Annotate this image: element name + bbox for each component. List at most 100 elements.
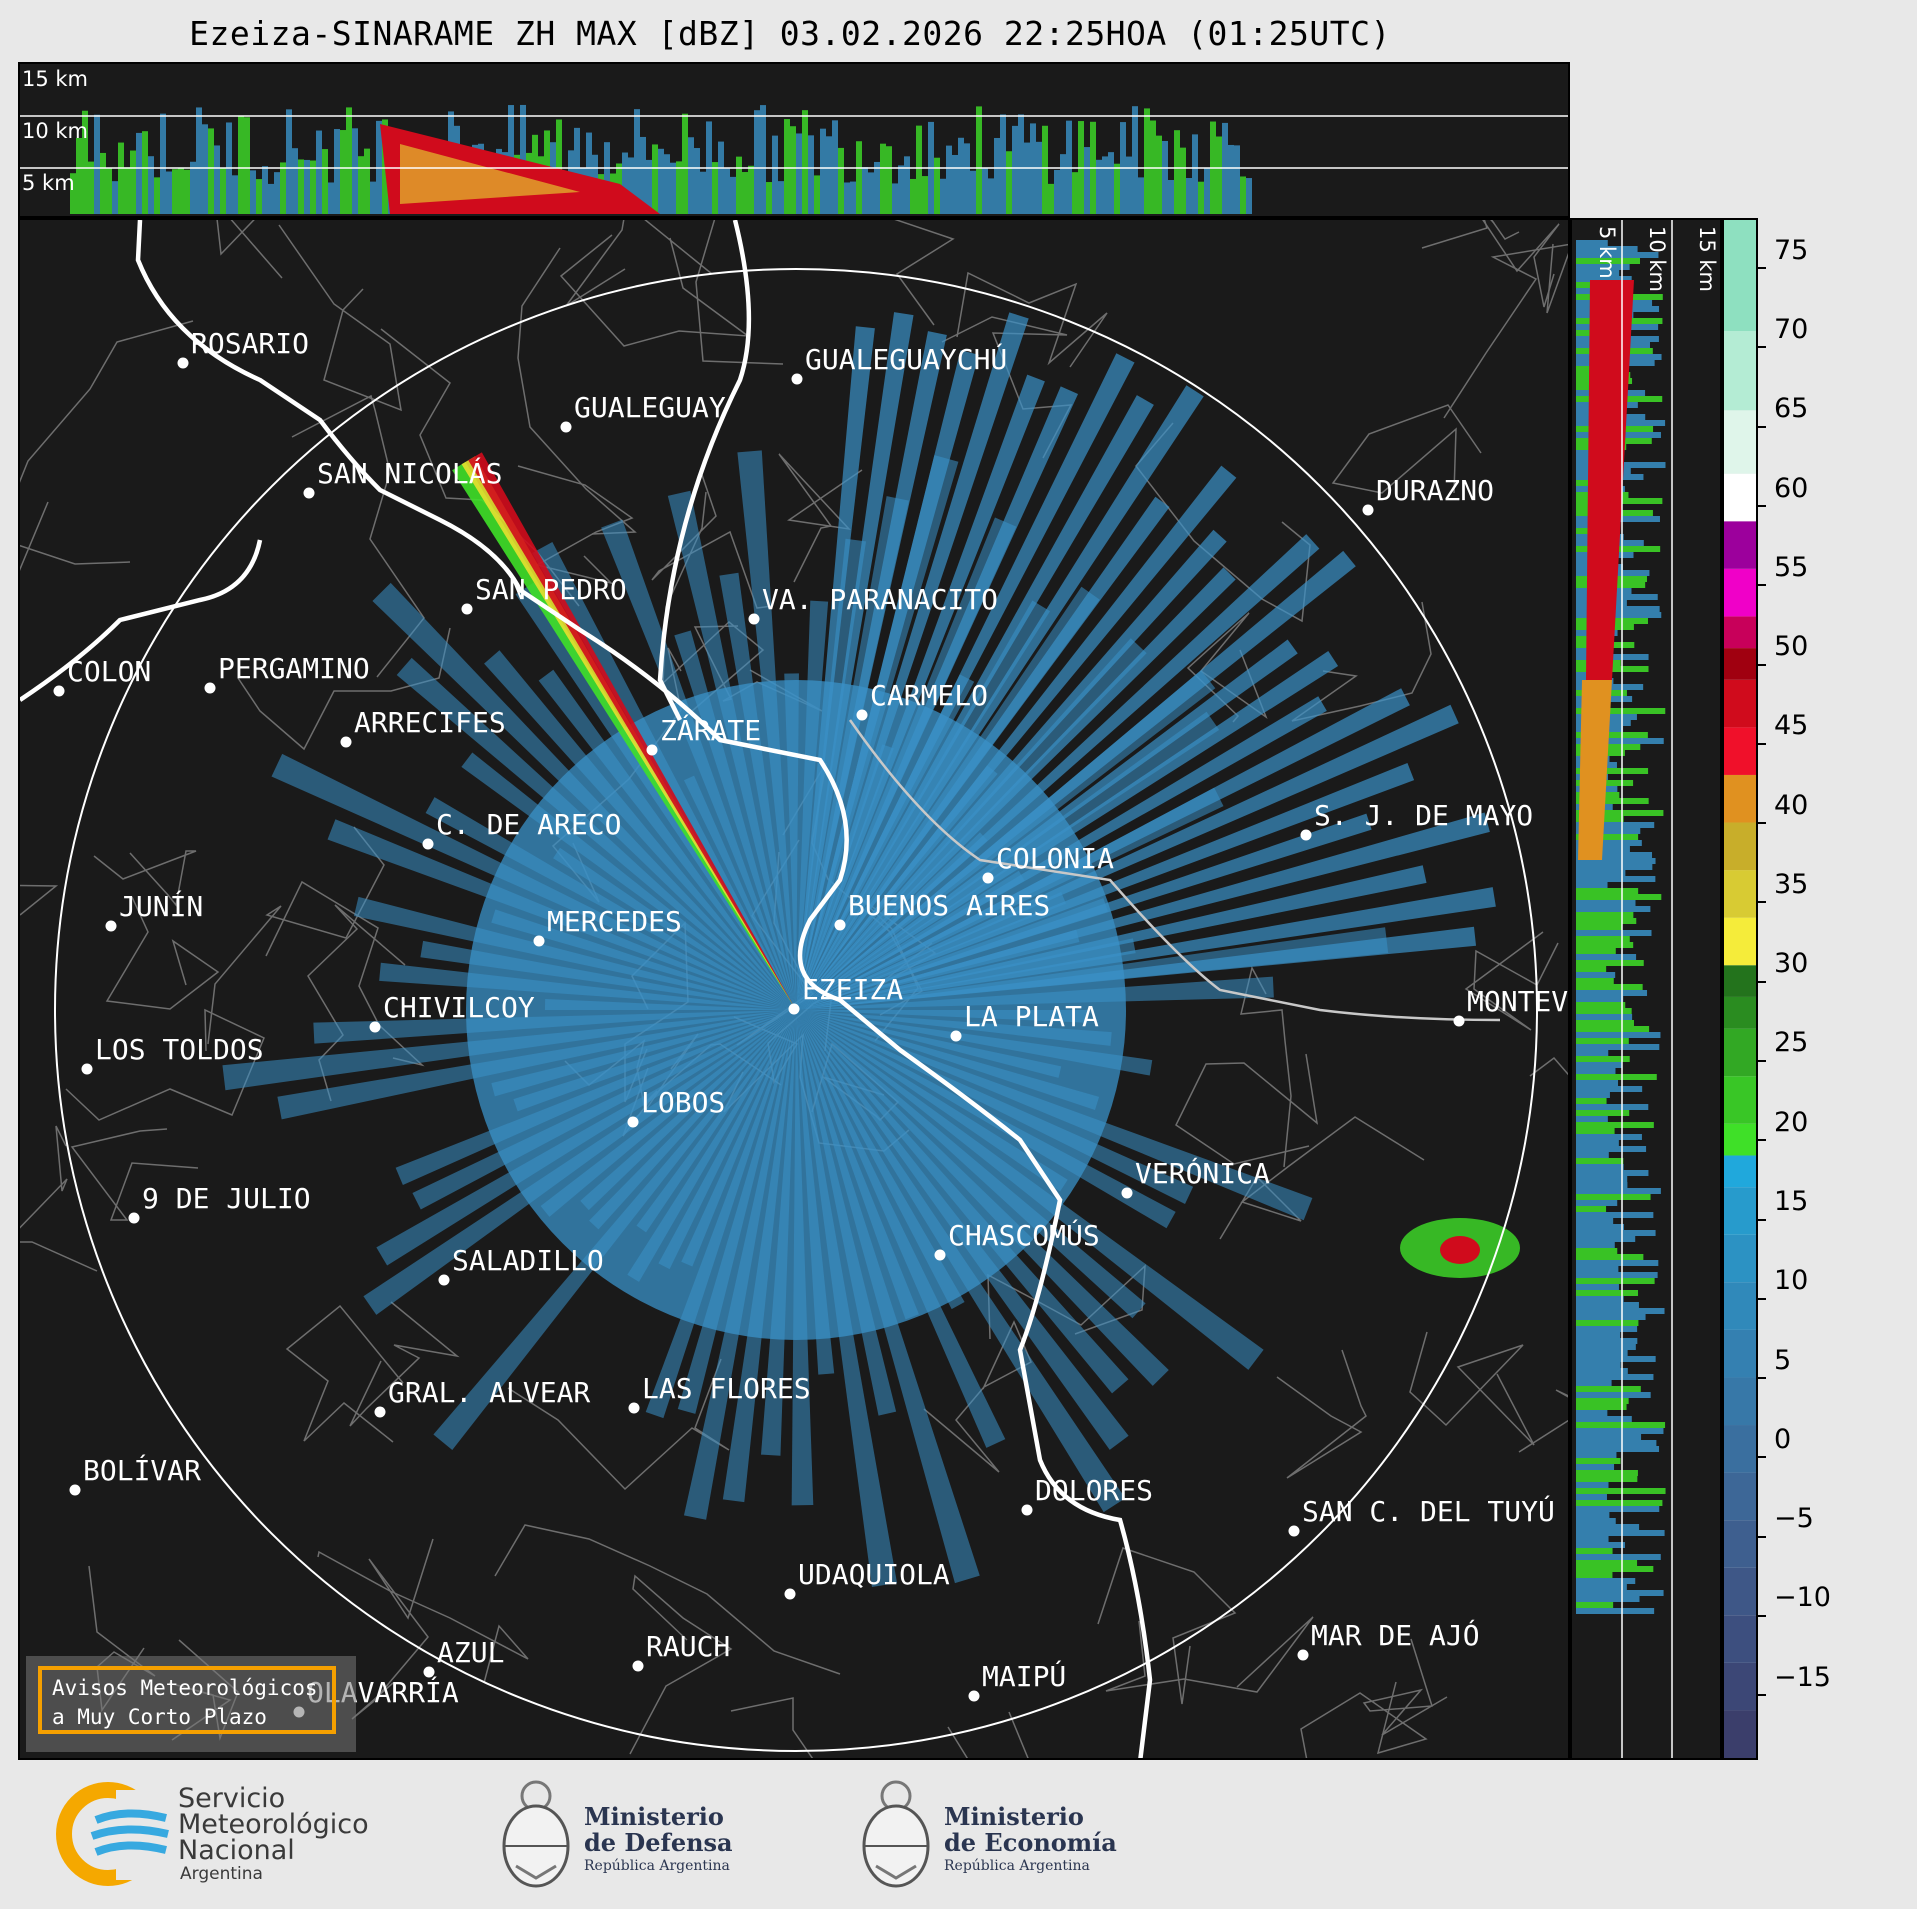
city-label: C. DE ARECO [436, 808, 621, 841]
colorbar-tick: 75 [1758, 235, 1808, 283]
city-label: EZEIZA [802, 973, 903, 1006]
city-label: S. J. DE MAYO [1314, 799, 1533, 832]
city-label: MAIPÚ [982, 1659, 1066, 1693]
city-dot-5 [461, 603, 473, 615]
city-dot-8 [204, 682, 216, 694]
economia-line-2: de Economía [944, 1828, 1117, 1857]
city-label: BOLÍVAR [83, 1453, 201, 1487]
city-label: SAN C. DEL TUYÚ [1302, 1494, 1555, 1528]
city-dot-2 [560, 421, 572, 433]
city-label: LA PLATA [964, 1000, 1099, 1033]
city-label: GRAL. ALVEAR [388, 1376, 590, 1409]
city-dot-7 [53, 685, 65, 697]
colorbar-tick: 65 [1758, 393, 1808, 441]
city-label: COLONIA [996, 842, 1114, 875]
city-label: 9 DE JULIO [142, 1182, 311, 1215]
city-dot-34 [1297, 1649, 1309, 1661]
city-label: SALADILLO [452, 1244, 604, 1277]
smn-logo-icon [56, 1782, 176, 1886]
city-label: JUNÍN [119, 889, 203, 923]
city-label: CARMELO [870, 679, 988, 712]
city-dot-32 [1288, 1525, 1300, 1537]
smn-line-3: Nacional [178, 1835, 295, 1866]
city-label: CHASCOMÚS [948, 1218, 1100, 1252]
city-dot-22 [81, 1063, 93, 1075]
city-label: GUALEGUAYCHÚ [805, 342, 1007, 376]
city-dot-24 [1121, 1187, 1133, 1199]
side-height-label-5km: 5 km [1595, 226, 1619, 279]
colorbar-tick: 35 [1758, 869, 1808, 917]
radar-map[interactable]: ROSARIO GUALEGUAYCHÚ GUALEGUAY SAN NICOLÁS D… [18, 218, 1570, 1760]
city-dot-36 [632, 1660, 644, 1672]
economia-logo-text: Ministerio de Economía República Argenti… [944, 1804, 1117, 1876]
city-dot-16 [105, 920, 117, 932]
colorbar-ticks: 75 70 65 60 55 50 45 40 35 30 25 20 15 10 5 0 −5 −10 −15 [1758, 218, 1878, 1760]
city-dot-33 [784, 1588, 796, 1600]
city-dot-6 [748, 613, 760, 625]
colorbar-tick: −15 [1758, 1662, 1831, 1710]
colorbar-tick: −5 [1758, 1503, 1814, 1551]
side-height-label-10km: 10 km [1645, 226, 1669, 292]
city-label: MERCEDES [547, 905, 682, 938]
height-label-15km: 15 km [22, 67, 88, 91]
city-dot-18 [788, 1003, 800, 1015]
colorbar-tick: 15 [1758, 1186, 1808, 1234]
colorbar-tick: 70 [1758, 314, 1808, 362]
colorbar-tick: 40 [1758, 790, 1808, 838]
side-cross-section: 5 km 10 km 15 km [1570, 218, 1722, 1760]
smn-line-4: Argentina [180, 1864, 263, 1884]
city-dot-3 [303, 487, 315, 499]
city-label: RAUCH [646, 1630, 730, 1663]
city-dot-35 [423, 1666, 435, 1678]
city-dot-30 [69, 1484, 81, 1496]
city-label: LOS TOLDOS [95, 1033, 264, 1066]
city-label: ROSARIO [191, 327, 309, 360]
city-label: LOBOS [641, 1086, 725, 1119]
city-dot-29 [628, 1402, 640, 1414]
radar-echoes [222, 312, 1520, 1587]
defensa-line-3: República Argentina [584, 1858, 730, 1874]
city-dot-17 [533, 935, 545, 947]
city-label: MONTEV [1467, 985, 1568, 1018]
city-dot-11 [646, 744, 658, 756]
city-dot-12 [422, 838, 434, 850]
city-dot-26 [934, 1249, 946, 1261]
city-dot-14 [982, 872, 994, 884]
coastline-rivers [20, 220, 1501, 1758]
city-label: ZÁRATE [660, 713, 761, 747]
city-label: LAS FLORES [642, 1372, 811, 1405]
city-dot-38 [968, 1690, 980, 1702]
colorbar-tick: 30 [1758, 948, 1808, 996]
warning-line-2: a Muy Corto Plazo [52, 1705, 267, 1729]
smn-logo-text: Servicio Meteorológico Nacional Argentin… [178, 1785, 369, 1884]
warning-line-1: Avisos Meteorológicos [52, 1676, 318, 1700]
colorbar-tick: −10 [1758, 1582, 1831, 1630]
city-dot-21 [950, 1030, 962, 1042]
city-label: MAR DE AJÓ [1311, 1618, 1480, 1652]
city-dot-13 [1300, 829, 1312, 841]
city-dot-19 [1453, 1015, 1465, 1027]
city-label: SAN PEDRO [475, 573, 627, 606]
page-title: Ezeiza-SINARAME ZH MAX [dBZ] 03.02.2026 … [189, 14, 1391, 53]
city-dot-23 [627, 1116, 639, 1128]
city-label: PERGAMINO [218, 652, 370, 685]
smn-line-2: Meteorológico [178, 1809, 369, 1840]
city-label: VERÓNICA [1135, 1156, 1270, 1190]
city-dot-28 [374, 1406, 386, 1418]
defensa-line-1: Ministerio [584, 1802, 724, 1831]
city-label: BUENOS AIRES [848, 889, 1050, 922]
colorbar-tick: 0 [1758, 1424, 1791, 1472]
city-label: GUALEGUAY [574, 391, 726, 424]
city-label: COLON [67, 655, 151, 688]
warning-box[interactable]: Avisos Meteorológicos a Muy Corto Plazo [26, 1656, 356, 1752]
economia-shield-icon [862, 1780, 930, 1888]
city-dot-1 [791, 373, 803, 385]
city-dot-0 [177, 357, 189, 369]
defensa-shield-icon [502, 1780, 570, 1888]
city-label: AZUL [437, 1636, 504, 1669]
footer-logos: Servicio Meteorológico Nacional Argentin… [0, 1762, 1917, 1909]
height-label-5km: 5 km [22, 171, 75, 195]
side-height-label-15km: 15 km [1695, 226, 1719, 292]
city-markers: ROSARIO GUALEGUAYCHÚ GUALEGUAY SAN NICOLÁS D… [53, 327, 1568, 1718]
city-dot-27 [438, 1274, 450, 1286]
